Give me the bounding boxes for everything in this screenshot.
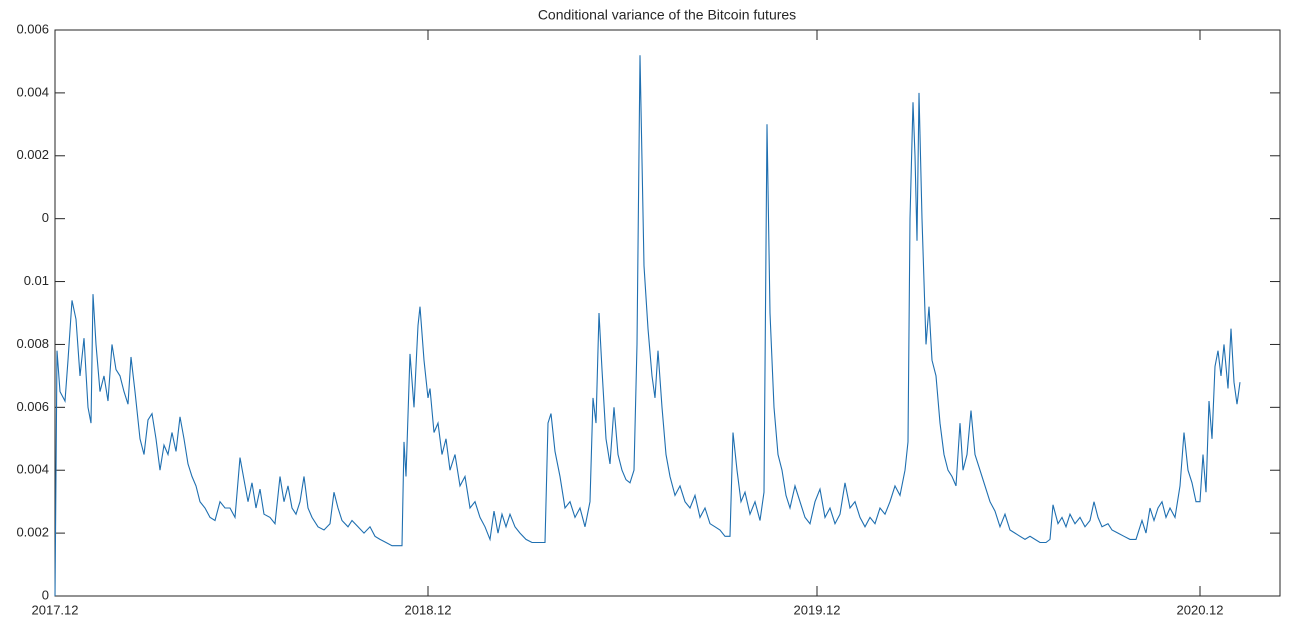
chart-title: Conditional variance of the Bitcoin futu… — [538, 7, 796, 23]
y-tick-label: 0.004 — [16, 84, 49, 99]
y-tick-label: 0.002 — [16, 525, 49, 540]
x-tick-label: 2019.12 — [794, 602, 841, 617]
y-tick-label: 0 — [42, 587, 49, 602]
series-line — [54, 55, 1241, 597]
y-tick-label: 0.01 — [24, 273, 49, 288]
y-tick-label: 0.006 — [16, 21, 49, 36]
y-tick-label: 0 — [42, 210, 49, 225]
x-tick-label: 2017.12 — [32, 602, 79, 617]
y-tick-label: 0.002 — [16, 147, 49, 162]
y-tick-label: 0.004 — [16, 462, 49, 477]
y-tick-label: 0.008 — [16, 336, 49, 351]
x-tick-label: 2020.12 — [1177, 602, 1224, 617]
plot-frame — [54, 29, 1281, 597]
y-tick-label: 0.006 — [16, 399, 49, 414]
x-tick-label: 2018.12 — [405, 602, 452, 617]
